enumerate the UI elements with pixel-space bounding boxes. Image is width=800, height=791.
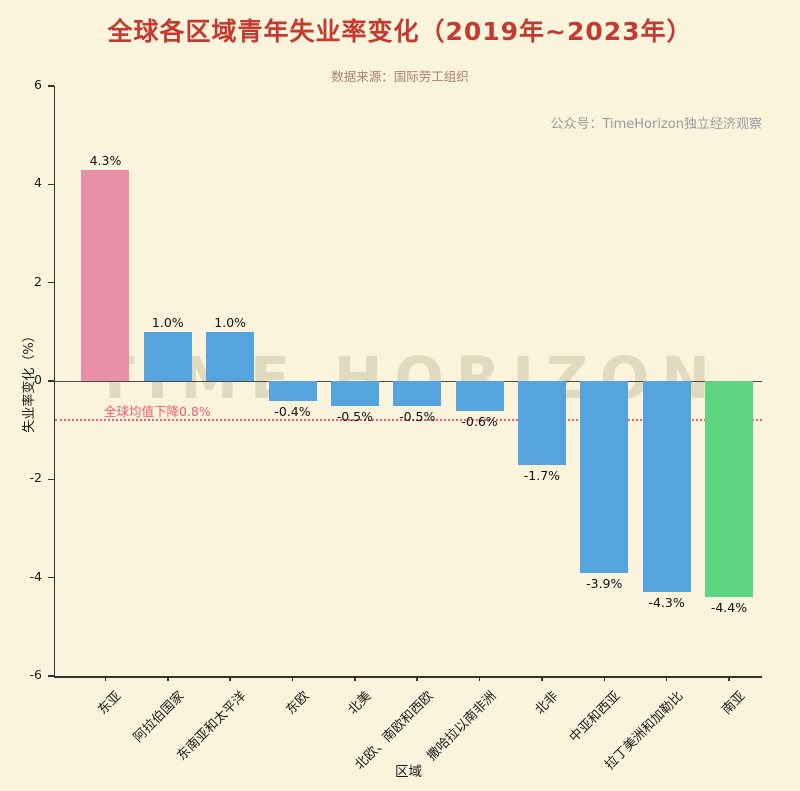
bar-value-label: 1.0%	[151, 314, 184, 330]
bar-value-label: -1.7%	[523, 467, 561, 483]
x-tick-mark	[603, 676, 606, 681]
x-tick-mark	[354, 676, 356, 681]
bar-value-label: -4.3%	[648, 595, 685, 611]
bar	[143, 331, 192, 381]
y-tick-mark	[48, 85, 54, 87]
x-tick-mark	[541, 676, 543, 681]
bar	[517, 381, 566, 465]
x-axis-spine	[53, 676, 762, 678]
x-tick-mark	[167, 676, 169, 681]
y-tick-mark	[48, 380, 54, 382]
bar-value-label: 4.3%	[89, 152, 122, 168]
bar	[206, 331, 255, 381]
bar	[393, 381, 442, 406]
x-tick-label: 南亚	[719, 688, 749, 718]
y-tick-label: -6	[29, 667, 42, 682]
y-axis-spine	[53, 86, 55, 676]
x-tick-mark	[665, 676, 668, 681]
y-tick-label: 6	[34, 77, 42, 92]
x-tick-mark	[291, 676, 294, 681]
mean-line-label: 全球均值下降0.8%	[104, 404, 211, 420]
y-tick-label: 0	[34, 372, 42, 387]
y-tick-label: 4	[34, 175, 42, 191]
bar	[268, 381, 317, 401]
x-tick-mark	[728, 676, 730, 681]
y-tick-label: -2	[29, 470, 42, 486]
x-tick-label: 北美	[345, 688, 375, 718]
data-source-label: 数据来源：国际劳工组织	[331, 69, 469, 84]
x-tick-label: 东欧	[282, 688, 312, 718]
x-tick-mark	[229, 676, 231, 681]
bar-value-label: -0.4%	[274, 403, 311, 419]
bar-value-label: -4.4%	[710, 600, 748, 616]
bar	[455, 381, 504, 411]
y-tick-mark	[48, 478, 54, 481]
bar	[81, 169, 130, 381]
bar	[642, 381, 691, 593]
mean-line	[55, 419, 762, 422]
chart-title: 全球各区域青年失业率变化（2019年~2023年）	[107, 17, 693, 46]
x-tick-label: 阿拉伯国家	[130, 688, 188, 746]
x-tick-label: 东亚	[95, 688, 125, 718]
y-tick-label: -4	[29, 568, 42, 584]
y-tick-label: 2	[34, 273, 42, 289]
bar-value-label: -0.5%	[336, 408, 374, 424]
x-tick-label: 中亚和西亚	[567, 688, 624, 746]
x-tick-mark	[104, 676, 107, 681]
bar	[330, 381, 379, 406]
bar-value-label: 1.0%	[214, 314, 247, 330]
x-tick-label: 北非	[532, 688, 562, 718]
y-tick-mark	[48, 281, 54, 284]
x-tick-mark	[478, 676, 481, 681]
x-tick-mark	[416, 676, 418, 681]
bar-value-label: -3.9%	[586, 575, 623, 591]
y-tick-mark	[48, 576, 54, 579]
bar-value-label: -0.6%	[461, 413, 498, 429]
bar-value-label: -0.5%	[399, 408, 436, 424]
y-tick-mark	[48, 183, 54, 186]
bar	[580, 381, 629, 573]
wechat-credit-label: 公众号：TimeHorizon独立经济观察	[550, 117, 762, 132]
bar	[704, 381, 753, 598]
y-tick-mark	[48, 675, 54, 677]
x-axis-label: 区域	[395, 764, 422, 780]
